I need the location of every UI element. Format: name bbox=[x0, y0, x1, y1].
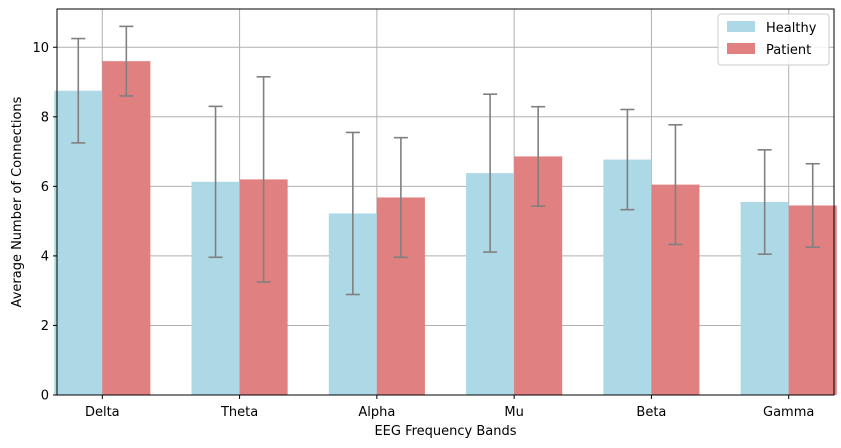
x-axis-ticks: Delta Theta Alpha Mu Beta Gamma bbox=[85, 395, 814, 420]
y-axis-label: Average Number of Connections bbox=[10, 96, 25, 307]
y-tick-label-4: 4 bbox=[41, 249, 49, 264]
x-tick-label-mu: Mu bbox=[504, 405, 523, 420]
legend-swatch-patient bbox=[727, 43, 755, 54]
grid-lines bbox=[57, 9, 834, 396]
bars-group bbox=[54, 61, 837, 396]
y-axis-ticks: 0 2 4 6 8 10 bbox=[32, 41, 57, 404]
y-tick-label-0: 0 bbox=[41, 389, 49, 404]
legend-swatch-healthy bbox=[727, 21, 755, 32]
x-tick-label-beta: Beta bbox=[636, 405, 666, 420]
y-tick-label-6: 6 bbox=[41, 180, 49, 195]
legend-label-patient: Patient bbox=[766, 43, 811, 58]
legend-label-healthy: Healthy bbox=[766, 21, 817, 36]
x-tick-label-theta: Theta bbox=[220, 405, 258, 420]
x-tick-label-delta: Delta bbox=[85, 405, 120, 420]
bar-patient-delta bbox=[102, 61, 151, 395]
legend: Healthy Patient bbox=[717, 13, 830, 66]
x-tick-label-gamma: Gamma bbox=[763, 405, 814, 420]
x-axis-label: EEG Frequency Bands bbox=[374, 424, 516, 439]
y-tick-label-8: 8 bbox=[41, 110, 49, 125]
y-tick-label-10: 10 bbox=[32, 41, 49, 56]
plot-frame bbox=[56, 8, 835, 396]
y-tick-label-2: 2 bbox=[41, 319, 49, 334]
error-bars-group bbox=[71, 25, 820, 296]
x-tick-label-alpha: Alpha bbox=[358, 405, 395, 420]
